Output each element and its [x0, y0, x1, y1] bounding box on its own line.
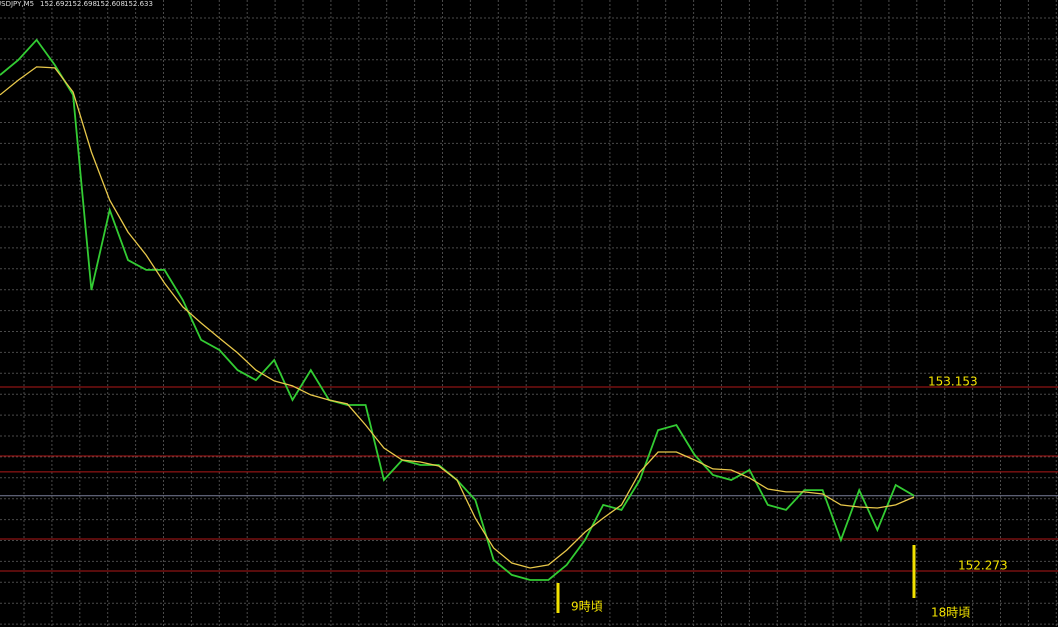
level-label: 153.153	[928, 374, 978, 388]
low: 152.608	[96, 0, 125, 8]
symbol: USDJPY,M5	[0, 0, 34, 8]
series	[0, 38, 915, 581]
close: 152.633	[124, 0, 153, 8]
levels: 153.153 152.273	[0, 374, 1058, 572]
open: 152.692	[40, 0, 69, 8]
series-line	[0, 66, 915, 569]
marker	[556, 583, 560, 613]
annotation: 9時頃	[571, 600, 603, 614]
marker	[912, 545, 916, 598]
high: 152.698	[68, 0, 97, 8]
annotation: 18時頃	[931, 606, 970, 620]
level-label: 152.273	[958, 558, 1008, 572]
